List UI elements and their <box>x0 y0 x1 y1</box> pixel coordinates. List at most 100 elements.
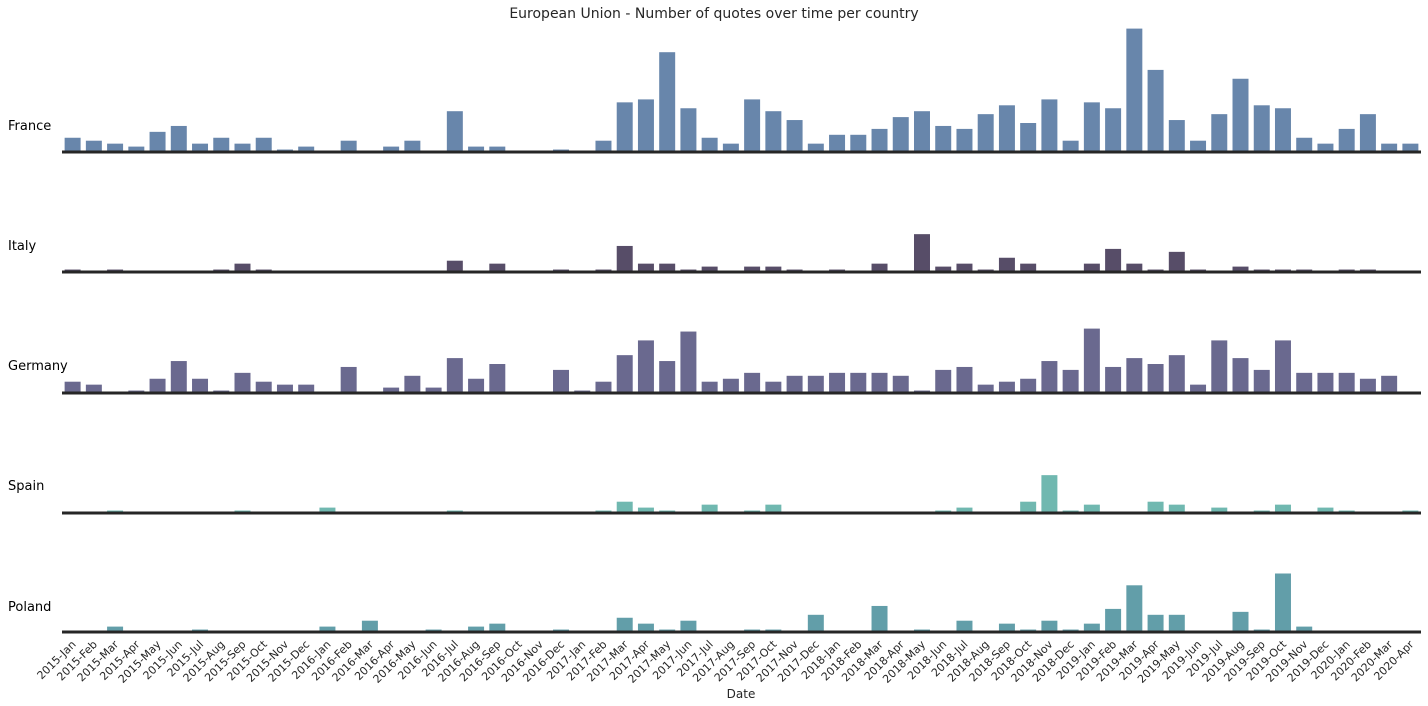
bar-germany-2018-jun <box>934 368 953 394</box>
bar-france-2018-feb <box>849 133 868 153</box>
bar-france-2020-feb <box>1358 113 1377 153</box>
bar-italy-2019-may <box>1167 250 1186 273</box>
bar-france-2019-nov <box>1295 136 1314 153</box>
bar-germany-2018-feb <box>849 371 868 394</box>
bar-france-2017-oct <box>764 110 783 153</box>
bar-france-2019-feb <box>1104 107 1123 153</box>
bar-france-2018-sep <box>997 104 1016 153</box>
bar-germany-2019-may <box>1167 354 1186 394</box>
bar-germany-2019-sep <box>1252 368 1271 394</box>
bar-france-2017-jun <box>679 107 698 153</box>
bar-poland-2017-jun <box>679 619 698 633</box>
row-label-italy: Italy <box>8 239 37 254</box>
bar-france-2019-oct <box>1273 107 1292 153</box>
row-label-germany: Germany <box>8 359 68 374</box>
bar-france-2015-oct <box>254 136 273 153</box>
bar-spain-2018-oct <box>1019 500 1038 514</box>
bar-germany-2018-dec <box>1061 368 1080 394</box>
bar-germany-2015-oct <box>254 380 273 394</box>
bar-germany-2019-feb <box>1104 365 1123 394</box>
panel-germany: Germany <box>8 327 1421 395</box>
bar-poland-2019-aug <box>1231 610 1250 633</box>
bar-germany-2017-nov <box>785 374 804 394</box>
row-label-poland: Poland <box>8 600 51 615</box>
bar-france-2018-aug <box>976 113 995 153</box>
bar-germany-2017-apr <box>636 339 655 394</box>
bar-germany-2016-dec <box>552 368 571 394</box>
bar-poland-2016-mar <box>360 619 379 633</box>
bar-france-2019-mar <box>1125 27 1144 153</box>
bar-poland-2017-mar <box>615 616 634 633</box>
bar-germany-2018-nov <box>1040 360 1059 394</box>
bar-france-2016-feb <box>339 139 358 153</box>
bar-france-2019-may <box>1167 119 1186 153</box>
bar-germany-2015-jan <box>63 380 82 394</box>
bar-poland-2019-apr <box>1146 613 1165 633</box>
bar-poland-2017-dec <box>806 613 825 633</box>
bar-france-2020-jan <box>1337 127 1356 153</box>
panel-france: France <box>8 27 1421 154</box>
bar-france-2017-sep <box>743 98 762 153</box>
bar-france-2019-jun <box>1189 139 1208 153</box>
bar-france-2015-jan <box>63 136 82 153</box>
bar-france-2016-may <box>403 139 422 153</box>
bar-france-2017-nov <box>785 119 804 153</box>
bar-germany-2016-feb <box>339 365 358 394</box>
bar-spain-2018-nov <box>1040 474 1059 514</box>
bar-germany-2019-jul <box>1210 339 1229 394</box>
bar-france-2018-may <box>913 110 931 153</box>
bar-italy-2018-sep <box>997 256 1016 273</box>
bar-germany-2019-aug <box>1231 357 1250 394</box>
bar-poland-2019-may <box>1167 613 1186 633</box>
bar-italy-2017-mar <box>615 244 634 273</box>
bar-germany-2020-mar <box>1380 374 1399 394</box>
bar-france-2015-aug <box>212 136 231 153</box>
chart-title: European Union - Number of quotes over t… <box>509 6 918 22</box>
bar-poland-2019-oct <box>1273 572 1292 633</box>
bar-germany-2019-apr <box>1146 363 1165 394</box>
bar-germany-2015-jul <box>191 377 210 394</box>
bar-germany-2018-sep <box>997 380 1016 394</box>
bar-germany-2019-nov <box>1295 371 1314 394</box>
bar-germany-2018-oct <box>1019 377 1038 394</box>
bar-france-2018-nov <box>1040 98 1059 153</box>
bar-france-2017-apr <box>636 98 655 153</box>
bar-germany-2017-aug <box>721 377 740 394</box>
bar-germany-2016-aug <box>467 377 486 394</box>
bar-germany-2017-dec <box>806 374 825 394</box>
bar-germany-2016-jul <box>445 357 464 394</box>
row-label-spain: Spain <box>8 479 44 494</box>
bar-france-2015-jun <box>169 124 188 153</box>
bar-germany-2019-oct <box>1273 339 1292 394</box>
bar-france-2017-may <box>658 51 677 153</box>
panel-poland: Poland <box>8 572 1421 634</box>
bar-germany-2015-jun <box>169 360 188 394</box>
bar-france-2019-jul <box>1210 113 1229 153</box>
bar-spain-2017-mar <box>615 500 634 514</box>
bar-germany-2016-may <box>403 374 422 394</box>
bar-germany-2020-feb <box>1358 377 1377 394</box>
bar-poland-2018-nov <box>1040 619 1059 633</box>
bar-germany-2018-mar <box>870 371 889 394</box>
bar-france-2017-jul <box>700 136 719 153</box>
bar-france-2018-mar <box>870 127 889 153</box>
bar-france-2018-jul <box>955 127 974 153</box>
bar-france-2016-jul <box>445 110 464 153</box>
bar-france-2015-feb <box>84 139 103 153</box>
bar-france-2019-aug <box>1231 77 1250 153</box>
bar-france-2018-apr <box>891 116 910 153</box>
bar-germany-2018-jan <box>828 371 847 394</box>
bar-germany-2019-dec <box>1316 371 1335 394</box>
bar-italy-2016-jul <box>445 259 464 273</box>
bar-germany-2017-jul <box>700 380 719 394</box>
bar-france-2017-mar <box>615 101 634 153</box>
bar-poland-2019-mar <box>1125 584 1144 633</box>
bar-poland-2018-mar <box>870 604 889 633</box>
panel-italy: Italy <box>8 233 1421 274</box>
panel-spain: Spain <box>8 474 1421 515</box>
x-axis-label: Date <box>727 687 756 701</box>
bar-germany-2019-jan <box>1082 327 1101 394</box>
bar-italy-2018-may <box>913 233 931 273</box>
bar-germany-2017-jun <box>679 330 698 394</box>
